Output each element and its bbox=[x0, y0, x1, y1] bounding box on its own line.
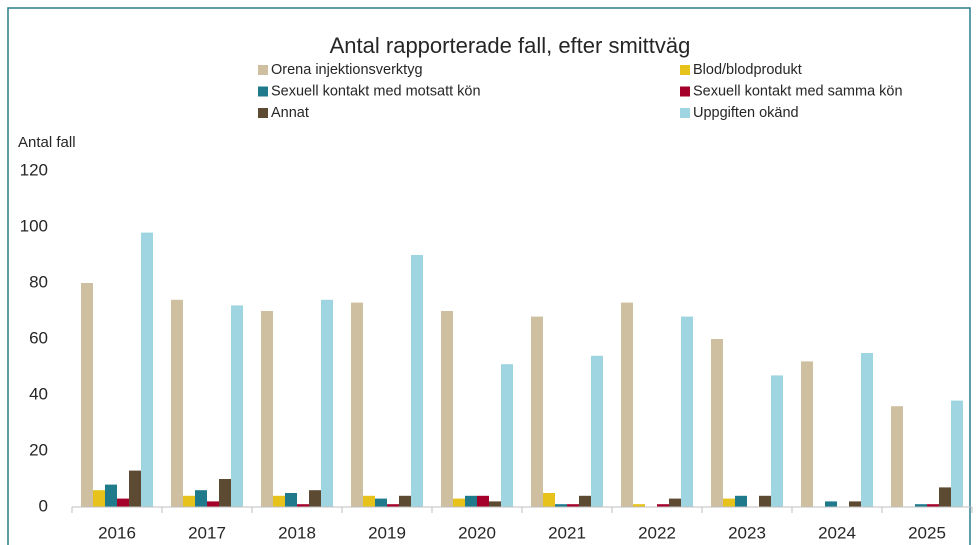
x-tick-label: 2019 bbox=[368, 523, 406, 542]
y-tick-label: 100 bbox=[20, 216, 48, 235]
bar bbox=[951, 400, 963, 507]
bar bbox=[801, 361, 813, 507]
bar bbox=[309, 490, 321, 507]
bar bbox=[453, 498, 465, 507]
legend-swatch bbox=[258, 86, 268, 97]
bar bbox=[465, 495, 477, 507]
y-tick-label: 60 bbox=[29, 328, 48, 347]
bar bbox=[183, 495, 195, 507]
bar bbox=[105, 484, 117, 507]
x-tick-label: 2018 bbox=[278, 523, 316, 542]
bar bbox=[441, 311, 453, 507]
bar bbox=[555, 504, 567, 507]
bar bbox=[195, 490, 207, 507]
bar bbox=[231, 305, 243, 507]
chart-title: Antal rapporterade fall, efter smittväg bbox=[330, 33, 691, 58]
bar bbox=[621, 302, 633, 507]
bar bbox=[117, 498, 129, 507]
bar bbox=[321, 299, 333, 507]
legend-label: Blod/blodprodukt bbox=[693, 62, 802, 78]
x-tick-label: 2023 bbox=[728, 523, 766, 542]
x-tick-label: 2016 bbox=[98, 523, 136, 542]
legend-label: Annat bbox=[271, 105, 309, 121]
bar bbox=[633, 504, 645, 507]
bar bbox=[579, 495, 591, 507]
legend-swatch bbox=[680, 65, 690, 75]
bar bbox=[81, 283, 93, 507]
bar bbox=[723, 498, 735, 507]
bar bbox=[477, 495, 489, 507]
y-tick-label: 20 bbox=[29, 440, 48, 459]
bar bbox=[93, 490, 105, 507]
bar bbox=[387, 504, 399, 507]
bar bbox=[141, 232, 153, 507]
bar bbox=[171, 299, 183, 507]
x-tick-label: 2022 bbox=[638, 523, 676, 542]
bar bbox=[261, 311, 273, 507]
y-tick-label: 120 bbox=[20, 160, 48, 179]
legend-swatch bbox=[680, 108, 690, 118]
bar bbox=[399, 495, 411, 507]
bar bbox=[735, 495, 747, 507]
bar bbox=[657, 504, 669, 507]
bar bbox=[711, 339, 723, 507]
bar bbox=[891, 406, 903, 507]
bar bbox=[351, 302, 363, 507]
bar bbox=[531, 316, 543, 507]
bar bbox=[591, 355, 603, 507]
legend-swatch bbox=[258, 108, 268, 118]
x-tick-label: 2017 bbox=[188, 523, 226, 542]
legend-label: Uppgiften okänd bbox=[693, 105, 799, 121]
x-tick-label: 2020 bbox=[458, 523, 496, 542]
legend-label: Orena injektionsverktyg bbox=[271, 62, 423, 78]
y-tick-label: 0 bbox=[39, 496, 48, 515]
bar bbox=[771, 375, 783, 507]
bar bbox=[543, 493, 555, 507]
bar bbox=[669, 498, 681, 507]
bar bbox=[501, 364, 513, 507]
bar bbox=[297, 504, 309, 507]
bar bbox=[861, 353, 873, 507]
bar bbox=[939, 487, 951, 507]
legend-label: Sexuell kontakt med motsatt kön bbox=[271, 83, 481, 99]
bar bbox=[411, 255, 423, 507]
legend-label: Sexuell kontakt med samma kön bbox=[693, 83, 903, 99]
bar bbox=[375, 498, 387, 507]
bar bbox=[927, 504, 939, 507]
bar bbox=[489, 501, 501, 507]
bar bbox=[825, 501, 837, 507]
x-tick-label: 2024 bbox=[818, 523, 856, 542]
y-tick-label: 80 bbox=[29, 272, 48, 291]
bar bbox=[207, 501, 219, 507]
bar bbox=[681, 316, 693, 507]
y-tick-label: 40 bbox=[29, 384, 48, 403]
x-tick-label: 2021 bbox=[548, 523, 586, 542]
bar bbox=[285, 493, 297, 507]
bar bbox=[759, 495, 771, 507]
bar bbox=[129, 470, 141, 507]
bar bbox=[273, 495, 285, 507]
y-axis-label: Antal fall bbox=[18, 134, 76, 151]
bar bbox=[567, 504, 579, 507]
bar bbox=[363, 495, 375, 507]
bar bbox=[219, 479, 231, 507]
legend-swatch bbox=[258, 65, 268, 75]
legend-swatch bbox=[680, 86, 690, 97]
x-tick-label: 2025 bbox=[908, 523, 946, 542]
bar bbox=[915, 504, 927, 507]
bar bbox=[849, 501, 861, 507]
